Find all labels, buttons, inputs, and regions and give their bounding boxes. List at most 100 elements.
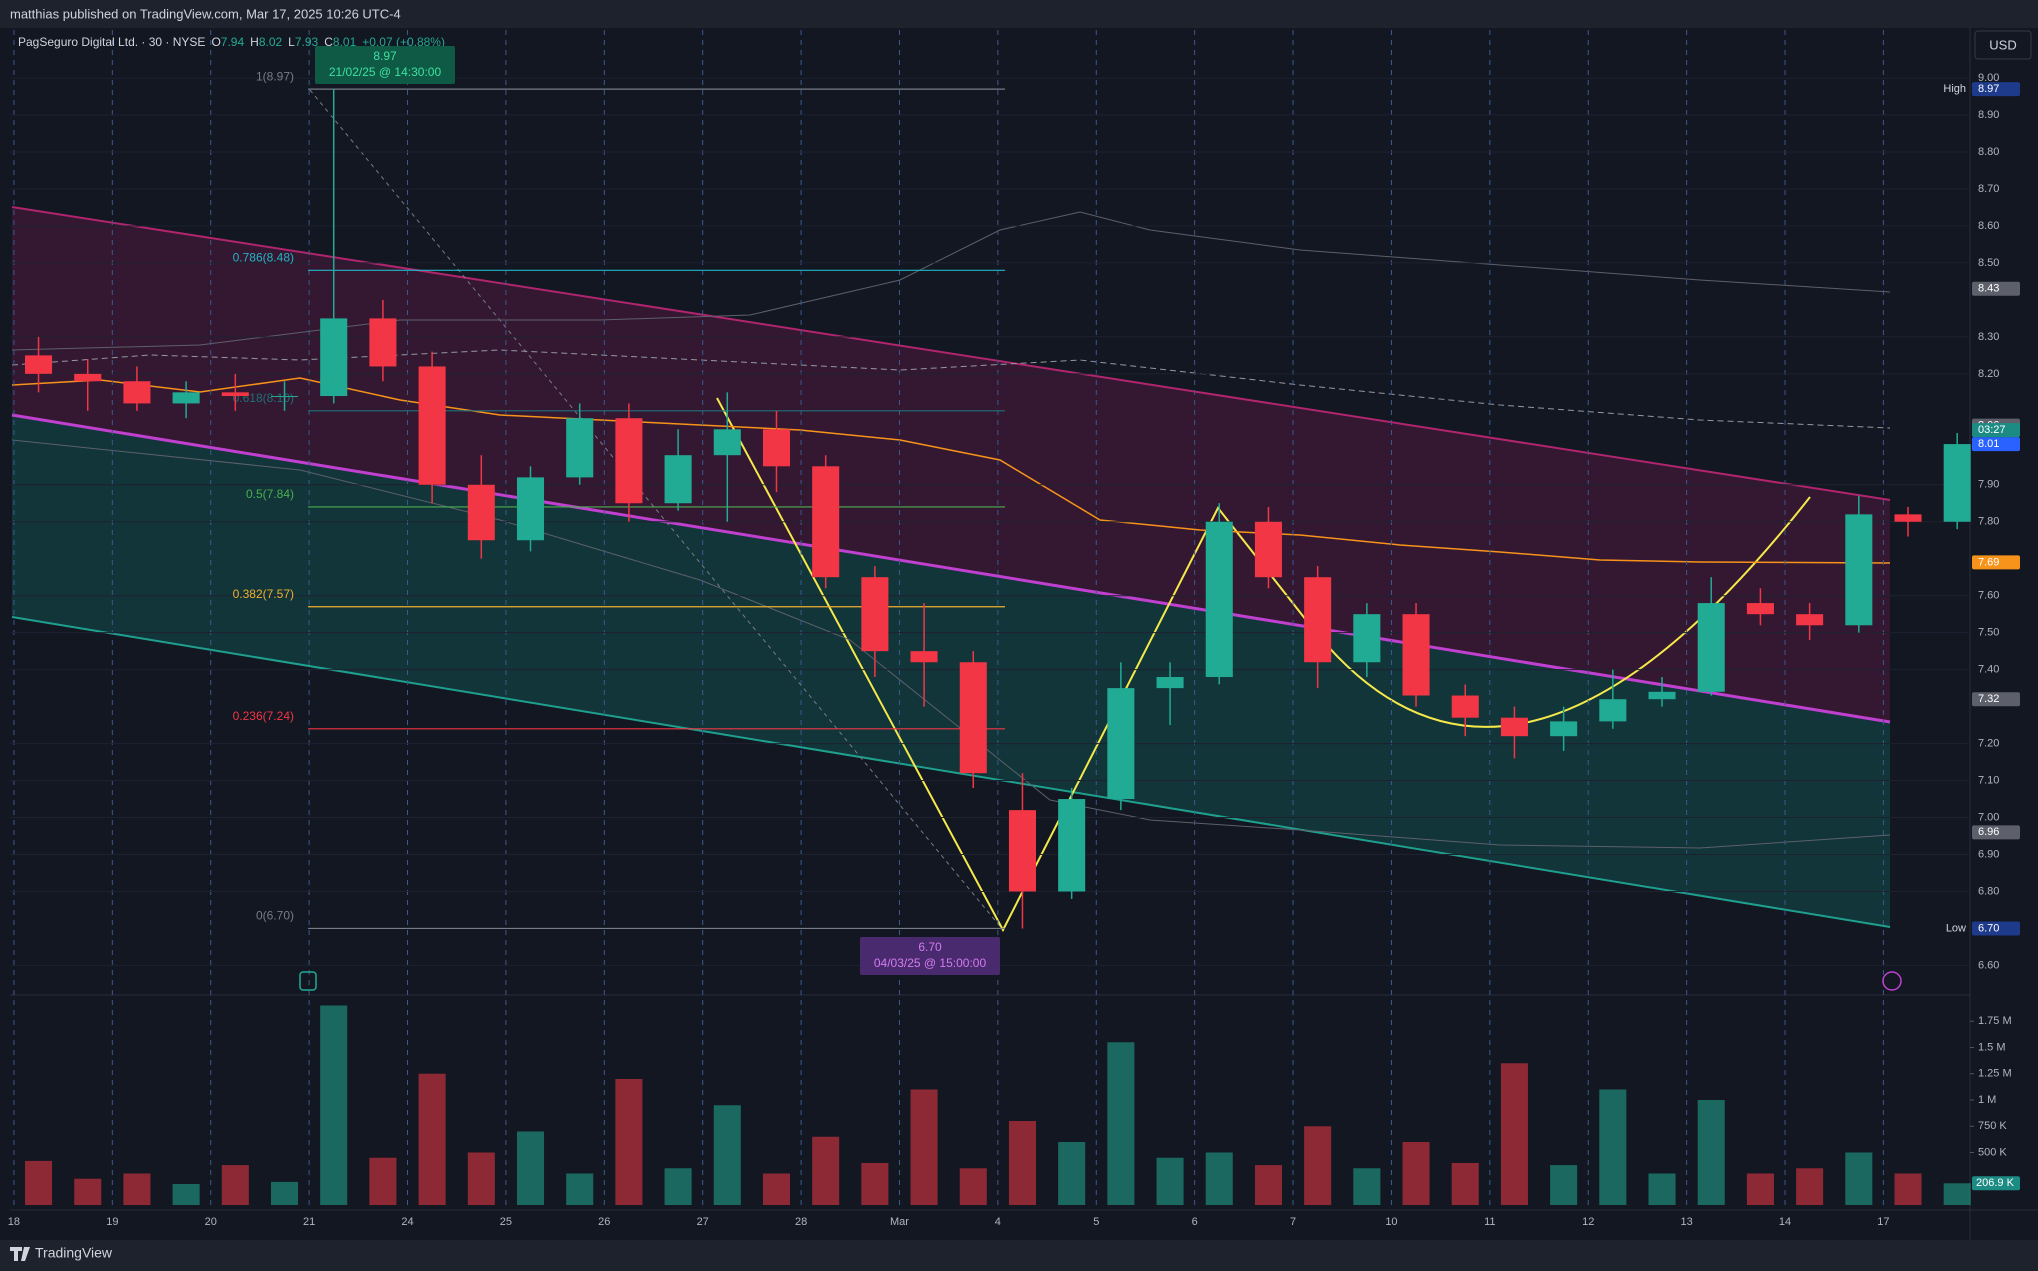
- x-tick-label: 14: [1779, 1216, 1791, 1228]
- x-tick-label: 4: [995, 1216, 1001, 1228]
- candle-body: [1599, 699, 1627, 722]
- legend-key: L: [288, 35, 295, 49]
- volume-badge: [1972, 1176, 2020, 1191]
- volume-bar: [1353, 1168, 1381, 1205]
- x-tick-label: 12: [1582, 1216, 1594, 1228]
- legend-value: 7.93: [295, 35, 319, 49]
- channel-upper-zone: [12, 207, 1890, 722]
- volume-bar: [1008, 1121, 1036, 1205]
- y-tick-label: 8.50: [1978, 257, 1999, 269]
- countdown-label: 03:27: [1978, 424, 2006, 436]
- price-badge-label: 7.69: [1978, 556, 1999, 568]
- earnings-icon: [299, 971, 317, 991]
- annotation-price: 8.97: [373, 49, 397, 63]
- volume-bar: [1796, 1168, 1824, 1205]
- fib-label: 0(6.70): [256, 909, 294, 923]
- volume-bar: [123, 1173, 151, 1205]
- currency-button[interactable]: [1974, 30, 2032, 60]
- candle-body: [1796, 614, 1824, 626]
- candle-body: [615, 418, 643, 504]
- fib-label: 0.786(8.48): [233, 250, 294, 264]
- volume-bar: [25, 1160, 53, 1205]
- volume-bar: [1205, 1152, 1233, 1205]
- price-badge: [1972, 921, 2020, 936]
- candle-body: [123, 381, 151, 404]
- footer-brand: TradingView: [35, 1245, 113, 1261]
- legend-key: O: [211, 35, 220, 49]
- volume-bar: [418, 1073, 446, 1205]
- volume-bar: [270, 1181, 299, 1205]
- candle-body: [1746, 603, 1774, 615]
- candle-body: [1402, 614, 1430, 696]
- candle-body: [172, 392, 200, 404]
- x-tick-label: 11: [1484, 1216, 1495, 1228]
- candle-body: [959, 662, 987, 774]
- candle-body: [418, 366, 446, 485]
- y-tick-label: 6.60: [1978, 959, 1999, 971]
- volume-bar: [74, 1178, 102, 1205]
- x-tick-label: 13: [1681, 1216, 1693, 1228]
- candle-body: [861, 577, 889, 652]
- volume-badge-label: 206.9 K: [1976, 1177, 2015, 1189]
- volume-bar: [910, 1089, 938, 1205]
- channel-mid: [11, 413, 1891, 724]
- y-tick-label: 6.80: [1978, 885, 1999, 897]
- y-tick-label: 8.60: [1978, 220, 1999, 232]
- logo: [10, 1247, 30, 1261]
- candle-body: [1697, 603, 1725, 692]
- y-tick-label: 7.40: [1978, 664, 1999, 676]
- y2-tick-label: 1.5 M: [1978, 1041, 2006, 1053]
- candle-body: [1451, 695, 1479, 718]
- volume-bar: [1156, 1157, 1184, 1205]
- price-badge: [1972, 825, 2020, 840]
- price-badge-tag: Low: [1946, 922, 1966, 934]
- candle-body: [516, 477, 545, 541]
- y-tick-label: 7.60: [1978, 590, 1999, 602]
- publisher: matthias published on TradingView.com, M…: [10, 6, 401, 21]
- fib-label: 0.5(7.84): [246, 487, 294, 501]
- candle-body: [1304, 577, 1332, 663]
- y-tick-label: 8.90: [1978, 109, 1999, 121]
- candle-body: [221, 392, 249, 397]
- candle-body: [812, 466, 840, 578]
- channel-bottom: [11, 616, 1891, 928]
- band-upper: [11, 211, 1891, 351]
- volume-bar: [812, 1136, 840, 1205]
- band-lower: [11, 439, 1891, 849]
- candle-body: [74, 373, 102, 382]
- price-badge-label: 7.32: [1978, 693, 1999, 705]
- price-badge-label: 8.01: [1978, 438, 1999, 450]
- candle-body: [320, 318, 348, 397]
- x-tick-label: 19: [106, 1216, 118, 1228]
- x-tick-label: 7: [1290, 1216, 1296, 1228]
- y2-tick-label: 1 M: [1978, 1094, 1996, 1106]
- candle-body: [270, 396, 299, 398]
- volume-bar: [1648, 1173, 1676, 1205]
- fib-label: 0.382(7.57): [233, 587, 294, 601]
- x-tick-label: 24: [401, 1216, 413, 1228]
- candle-body: [566, 418, 594, 478]
- y-tick-label: 7.00: [1978, 811, 1999, 823]
- candle-body: [910, 651, 938, 663]
- legend-value: 8.01: [333, 35, 357, 49]
- event-icon: [1882, 971, 1902, 991]
- volume-bar: [713, 1105, 741, 1205]
- y-tick-label: 8.70: [1978, 183, 1999, 195]
- volume-bar: [221, 1165, 249, 1205]
- volume-bar: [1550, 1165, 1578, 1205]
- countdown-badge: [1972, 423, 2020, 438]
- y-tick-label: 8.80: [1978, 146, 1999, 158]
- volume-bar: [516, 1131, 545, 1205]
- x-tick-label: 6: [1192, 1216, 1198, 1228]
- candle-body: [1894, 514, 1922, 522]
- volume-bar: [861, 1163, 889, 1205]
- x-tick-label: 17: [1877, 1216, 1889, 1228]
- annotation-box: [315, 46, 455, 84]
- volume-bar: [1943, 1183, 1971, 1205]
- price-badge: [1972, 437, 2020, 452]
- x-tick-label: 21: [303, 1216, 315, 1228]
- x-tick-label: 25: [500, 1216, 512, 1228]
- cup-pattern: [1309, 496, 1811, 728]
- y2-tick-label: 750 K: [1978, 1120, 2007, 1132]
